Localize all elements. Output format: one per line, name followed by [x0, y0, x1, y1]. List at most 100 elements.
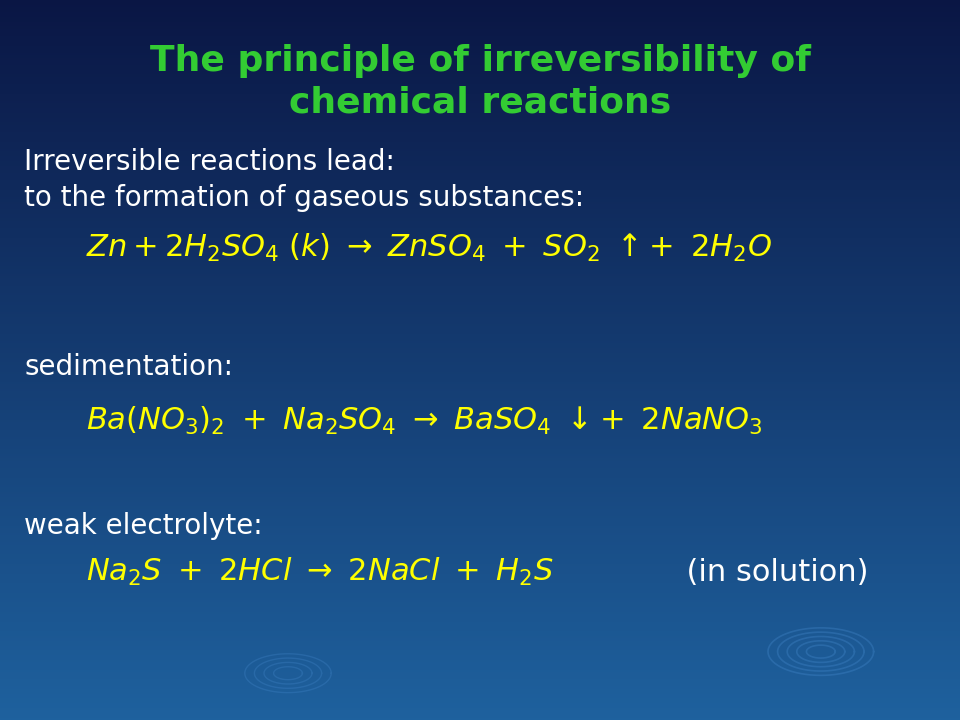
Bar [0, 583, 960, 585]
Bar [0, 235, 960, 238]
Bar [0, 552, 960, 554]
Bar [0, 590, 960, 593]
Bar [0, 475, 960, 477]
Bar [0, 29, 960, 31]
Bar [0, 595, 960, 598]
Bar [0, 331, 960, 333]
Bar [0, 487, 960, 490]
Bar [0, 135, 960, 137]
Bar [0, 281, 960, 283]
Bar [0, 418, 960, 420]
Bar [0, 547, 960, 549]
Bar [0, 86, 960, 89]
Bar [0, 585, 960, 588]
Bar [0, 713, 960, 715]
Bar [0, 81, 960, 84]
Text: (in solution): (in solution) [667, 558, 869, 587]
Bar [0, 22, 960, 24]
Bar [0, 261, 960, 264]
Bar [0, 216, 960, 218]
Text: chemical reactions: chemical reactions [289, 85, 671, 120]
Bar [0, 662, 960, 665]
Bar [0, 415, 960, 418]
Bar [0, 425, 960, 427]
Bar [0, 307, 960, 310]
Bar [0, 401, 960, 403]
Bar [0, 554, 960, 557]
Bar [0, 125, 960, 127]
Bar [0, 180, 960, 182]
Bar [0, 269, 960, 271]
Bar [0, 473, 960, 475]
Bar [0, 161, 960, 163]
Bar [0, 470, 960, 473]
Bar [0, 679, 960, 682]
Bar [0, 365, 960, 367]
Bar [0, 670, 960, 672]
Bar [0, 72, 960, 74]
Bar [0, 538, 960, 540]
Bar [0, 521, 960, 523]
Bar [0, 605, 960, 607]
Bar [0, 495, 960, 497]
Bar [0, 84, 960, 86]
Bar [0, 466, 960, 468]
Bar [0, 689, 960, 691]
Bar [0, 355, 960, 358]
Bar [0, 171, 960, 173]
Text: Irreversible reactions lead:: Irreversible reactions lead: [24, 148, 395, 176]
Bar [0, 360, 960, 362]
Bar [0, 369, 960, 372]
Bar [0, 617, 960, 619]
Bar [0, 300, 960, 302]
Bar [0, 207, 960, 209]
Bar [0, 34, 960, 36]
Bar [0, 36, 960, 38]
Bar [0, 571, 960, 574]
Bar [0, 336, 960, 338]
Bar [0, 151, 960, 153]
Bar [0, 715, 960, 718]
Bar [0, 142, 960, 144]
Bar [0, 127, 960, 130]
Text: weak electrolyte:: weak electrolyte: [24, 512, 263, 539]
Bar [0, 182, 960, 185]
Bar [0, 626, 960, 629]
Bar [0, 166, 960, 168]
Bar [0, 310, 960, 312]
Bar [0, 382, 960, 384]
Text: sedimentation:: sedimentation: [24, 354, 233, 381]
Bar [0, 677, 960, 679]
Bar [0, 384, 960, 387]
Bar [0, 27, 960, 29]
Bar [0, 60, 960, 63]
Bar [0, 377, 960, 379]
Bar [0, 247, 960, 250]
Bar [0, 569, 960, 571]
Bar [0, 5, 960, 7]
Bar [0, 506, 960, 509]
Bar [0, 137, 960, 139]
Bar [0, 146, 960, 149]
Bar [0, 343, 960, 346]
Bar [0, 225, 960, 228]
Bar [0, 430, 960, 432]
Bar [0, 264, 960, 266]
Bar [0, 240, 960, 243]
Bar [0, 456, 960, 459]
Bar [0, 202, 960, 204]
Bar [0, 477, 960, 480]
Bar [0, 329, 960, 331]
Bar [0, 79, 960, 81]
Bar [0, 24, 960, 27]
Bar [0, 228, 960, 230]
Bar [0, 293, 960, 295]
Bar [0, 691, 960, 693]
Bar [0, 317, 960, 319]
Bar [0, 204, 960, 207]
Bar [0, 706, 960, 708]
Bar [0, 708, 960, 711]
Bar [0, 99, 960, 101]
Bar [0, 362, 960, 365]
Bar [0, 667, 960, 670]
